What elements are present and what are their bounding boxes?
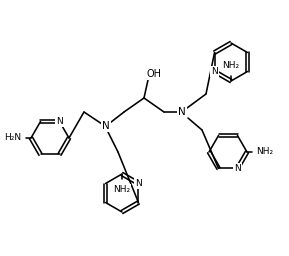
Text: N: N [56, 117, 63, 126]
Text: N: N [102, 121, 110, 131]
Text: N: N [178, 107, 186, 117]
Text: OH: OH [147, 69, 162, 79]
Text: H₂N: H₂N [4, 133, 22, 143]
Text: N: N [211, 67, 218, 76]
Text: N: N [234, 164, 241, 173]
Text: NH₂: NH₂ [256, 147, 274, 156]
Text: NH₂: NH₂ [223, 61, 240, 70]
Text: N: N [135, 179, 142, 188]
Text: NH₂: NH₂ [114, 185, 131, 194]
